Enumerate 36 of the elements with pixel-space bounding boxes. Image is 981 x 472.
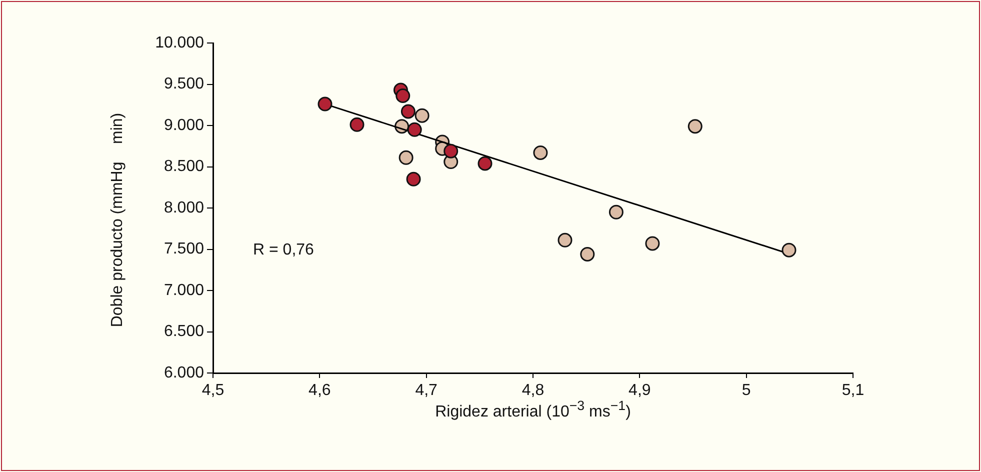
annotation: R = 0,76: [253, 241, 314, 258]
y-tick-label: 8.500: [164, 158, 204, 176]
point: [688, 119, 702, 134]
point: [478, 156, 492, 171]
point: [400, 104, 416, 119]
y-tick-label: 9.500: [164, 76, 204, 93]
x-tick-label: 4,5: [202, 382, 224, 400]
x-axis-title: Rigidez arterial (10$^{−3}$ ms$^{−1}$): [434, 398, 632, 422]
point: [414, 108, 430, 123]
y-tick-label: 7.500: [164, 240, 204, 258]
y-tick-label: 10.000: [155, 34, 204, 52]
point: [318, 96, 332, 112]
point: [350, 117, 364, 132]
x-tick-label: 4,9: [628, 382, 651, 400]
x-tick-label: 5,1: [842, 382, 864, 400]
y-axis-title: Doble producto (mmHg min): [109, 112, 127, 330]
point: [580, 246, 595, 262]
point: [608, 204, 624, 220]
y-tick-label: 6.000: [164, 364, 204, 382]
point: [558, 232, 572, 248]
point: [407, 122, 422, 137]
y-tick-label: 8.000: [164, 199, 204, 216]
x-tick-label: 4,8: [522, 382, 544, 400]
y-tick-label: 9.000: [164, 116, 204, 134]
point: [398, 150, 414, 165]
point: [444, 144, 458, 158]
y-tick-label: 7.000: [164, 282, 204, 299]
point: [406, 172, 421, 186]
point: [645, 236, 660, 251]
x-tick-label: 4,6: [308, 382, 331, 400]
y-tick-label: 6.500: [164, 323, 204, 340]
point: [533, 145, 548, 160]
point: [782, 242, 796, 258]
x-tick-label: 4,7: [415, 382, 438, 400]
point: [396, 88, 410, 104]
x-tick-label: 5: [742, 382, 751, 400]
